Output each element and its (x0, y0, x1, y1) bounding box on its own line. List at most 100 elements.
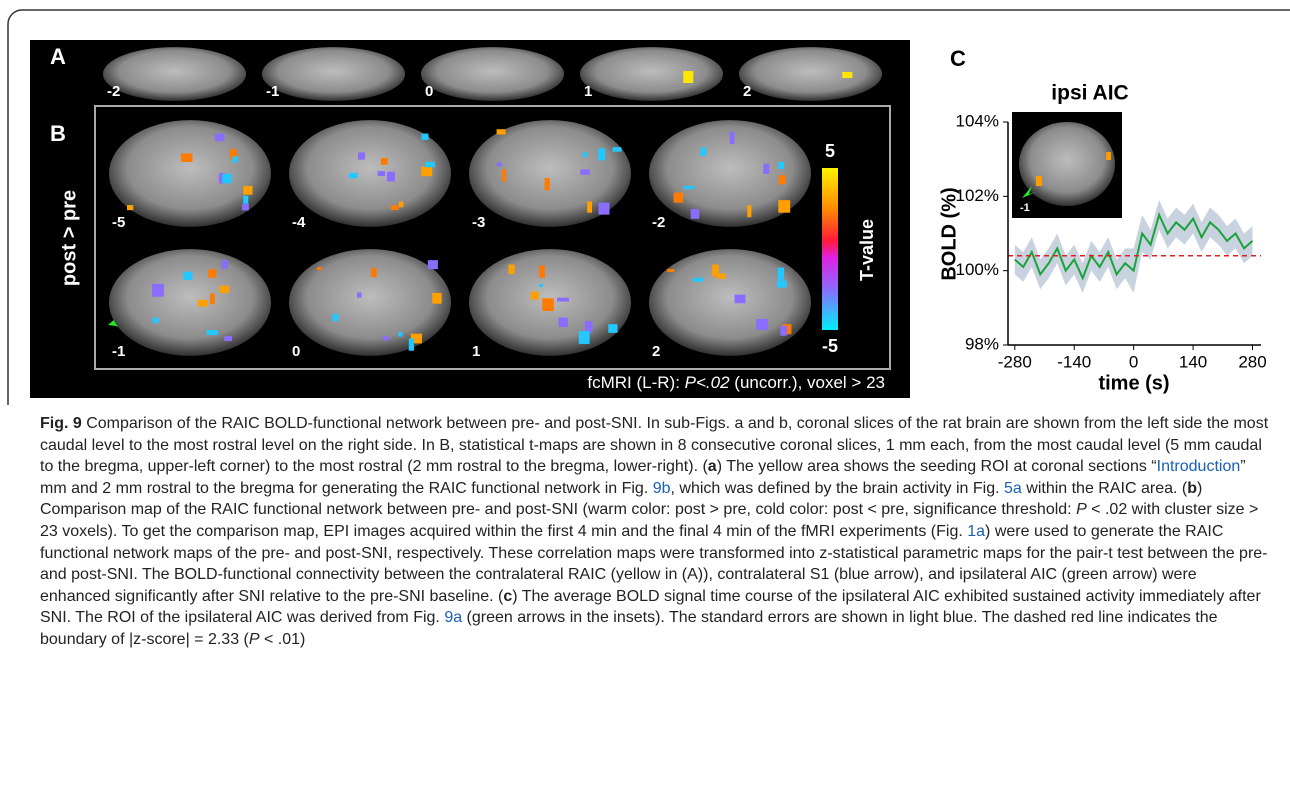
panel-label: B (50, 121, 66, 146)
slice-label: -1 (112, 343, 125, 360)
activation-blob (371, 268, 377, 277)
activation-blob (701, 147, 707, 156)
colorbar-min: -5 (822, 336, 838, 356)
activation-blob (332, 314, 338, 322)
slice-label: 1 (472, 343, 480, 360)
activation-blob (387, 172, 395, 182)
activation-blob (428, 260, 438, 269)
footnote-part: (uncorr.), voxel > 23 (730, 373, 885, 392)
activation-blob (207, 330, 218, 335)
activation-blob (579, 331, 590, 344)
activation-blob (613, 147, 622, 151)
side-label: post > pre (58, 190, 80, 286)
footnote: fcMRI (L-R): P<.02 (uncorr.), voxel > 23 (587, 373, 885, 392)
x-tick-label: 280 (1238, 352, 1266, 371)
slice-label: 1 (584, 83, 592, 100)
brain-slice (289, 249, 451, 356)
activation-blob (583, 152, 587, 157)
slice-label: -2 (652, 214, 665, 231)
activation-blob (432, 293, 441, 304)
activation-blob (778, 162, 784, 169)
activation-blob (210, 293, 215, 304)
activation-blob (497, 129, 506, 134)
panel-label: A (50, 44, 66, 69)
slice-label: 2 (743, 83, 751, 100)
activation-blob (674, 193, 684, 203)
activation-blob (580, 169, 590, 174)
activation-blob (502, 169, 506, 181)
activation-blob (208, 269, 216, 278)
activation-blob (497, 163, 502, 167)
caption-plain: ) The yellow area shows the seeding ROI … (717, 458, 1157, 475)
slice-label: -1 (266, 83, 279, 100)
activation-blob (422, 134, 429, 140)
slice-label: -2 (107, 83, 120, 100)
caption-bold: Fig. 9 (40, 415, 82, 432)
slice-label: -5 (112, 214, 125, 231)
caption-link[interactable]: 9a (444, 609, 462, 626)
colorbar-max: 5 (825, 141, 835, 161)
activation-blob (1036, 176, 1042, 186)
caption-link[interactable]: Introduction (1157, 458, 1241, 475)
activation-blob (358, 152, 365, 159)
caption-plain: within the RAIC area. ( (1022, 480, 1187, 497)
caption-link[interactable]: 1a (967, 523, 985, 540)
x-tick-label: -140 (1057, 352, 1091, 371)
seed-roi (683, 71, 693, 83)
activation-blob (598, 203, 609, 215)
activation-blob (242, 204, 249, 210)
slice-label: 0 (292, 343, 300, 360)
activation-blob (183, 272, 192, 280)
activation-blob (717, 274, 726, 279)
activation-blob (539, 266, 545, 278)
activation-blob (539, 284, 543, 287)
activation-blob (409, 338, 414, 350)
y-tick-label: 100% (956, 260, 999, 279)
activation-blob (153, 318, 159, 323)
brain-slice (262, 47, 405, 101)
activation-blob (557, 298, 569, 302)
activation-blob (383, 336, 389, 340)
activation-blob (357, 292, 361, 297)
activation-blob (399, 202, 403, 208)
y-tick-label: 102% (956, 186, 999, 205)
brain-slice (421, 47, 564, 101)
caption-plain: < .01) (260, 631, 306, 648)
y-tick-label: 104% (956, 111, 999, 130)
slice-label: 0 (425, 83, 433, 100)
caption-link[interactable]: 5a (1004, 480, 1022, 497)
activation-blob (730, 132, 735, 144)
activation-blob (421, 167, 432, 176)
activation-blob (378, 171, 385, 176)
activation-blob (683, 186, 694, 189)
activation-blob (425, 162, 435, 168)
caption-link[interactable]: 9b (653, 480, 671, 497)
x-tick-label: 140 (1179, 352, 1207, 371)
caption-italic: P (1076, 501, 1087, 518)
activation-blob (181, 153, 192, 162)
page: A B post > pre 5 -5 T-value fcMRI (L-R):… (0, 0, 1290, 789)
activation-blob (693, 278, 703, 282)
activation-blob (777, 280, 786, 287)
chart-title: ipsi AIC (1051, 82, 1128, 105)
brain-slice (103, 47, 246, 101)
activation-blob (398, 332, 402, 336)
activation-blob (667, 269, 674, 272)
activation-blob (756, 319, 768, 330)
x-axis-label: time (s) (1098, 372, 1169, 394)
activation-blob (598, 148, 605, 160)
x-tick-label: 0 (1129, 352, 1138, 371)
caption-bold: c (503, 588, 512, 605)
activation-blob (735, 295, 746, 304)
activation-blob (222, 174, 231, 183)
footnote-part: fcMRI (L-R): (587, 373, 684, 392)
activation-blob (220, 286, 230, 293)
activation-blob (152, 284, 164, 297)
activation-blob (691, 209, 700, 219)
activation-blob (127, 205, 133, 210)
activation-blob (780, 326, 787, 336)
brain-slice (580, 47, 723, 101)
activation-blob (508, 264, 514, 273)
activation-blob (224, 336, 232, 341)
activation-blob (232, 156, 237, 162)
